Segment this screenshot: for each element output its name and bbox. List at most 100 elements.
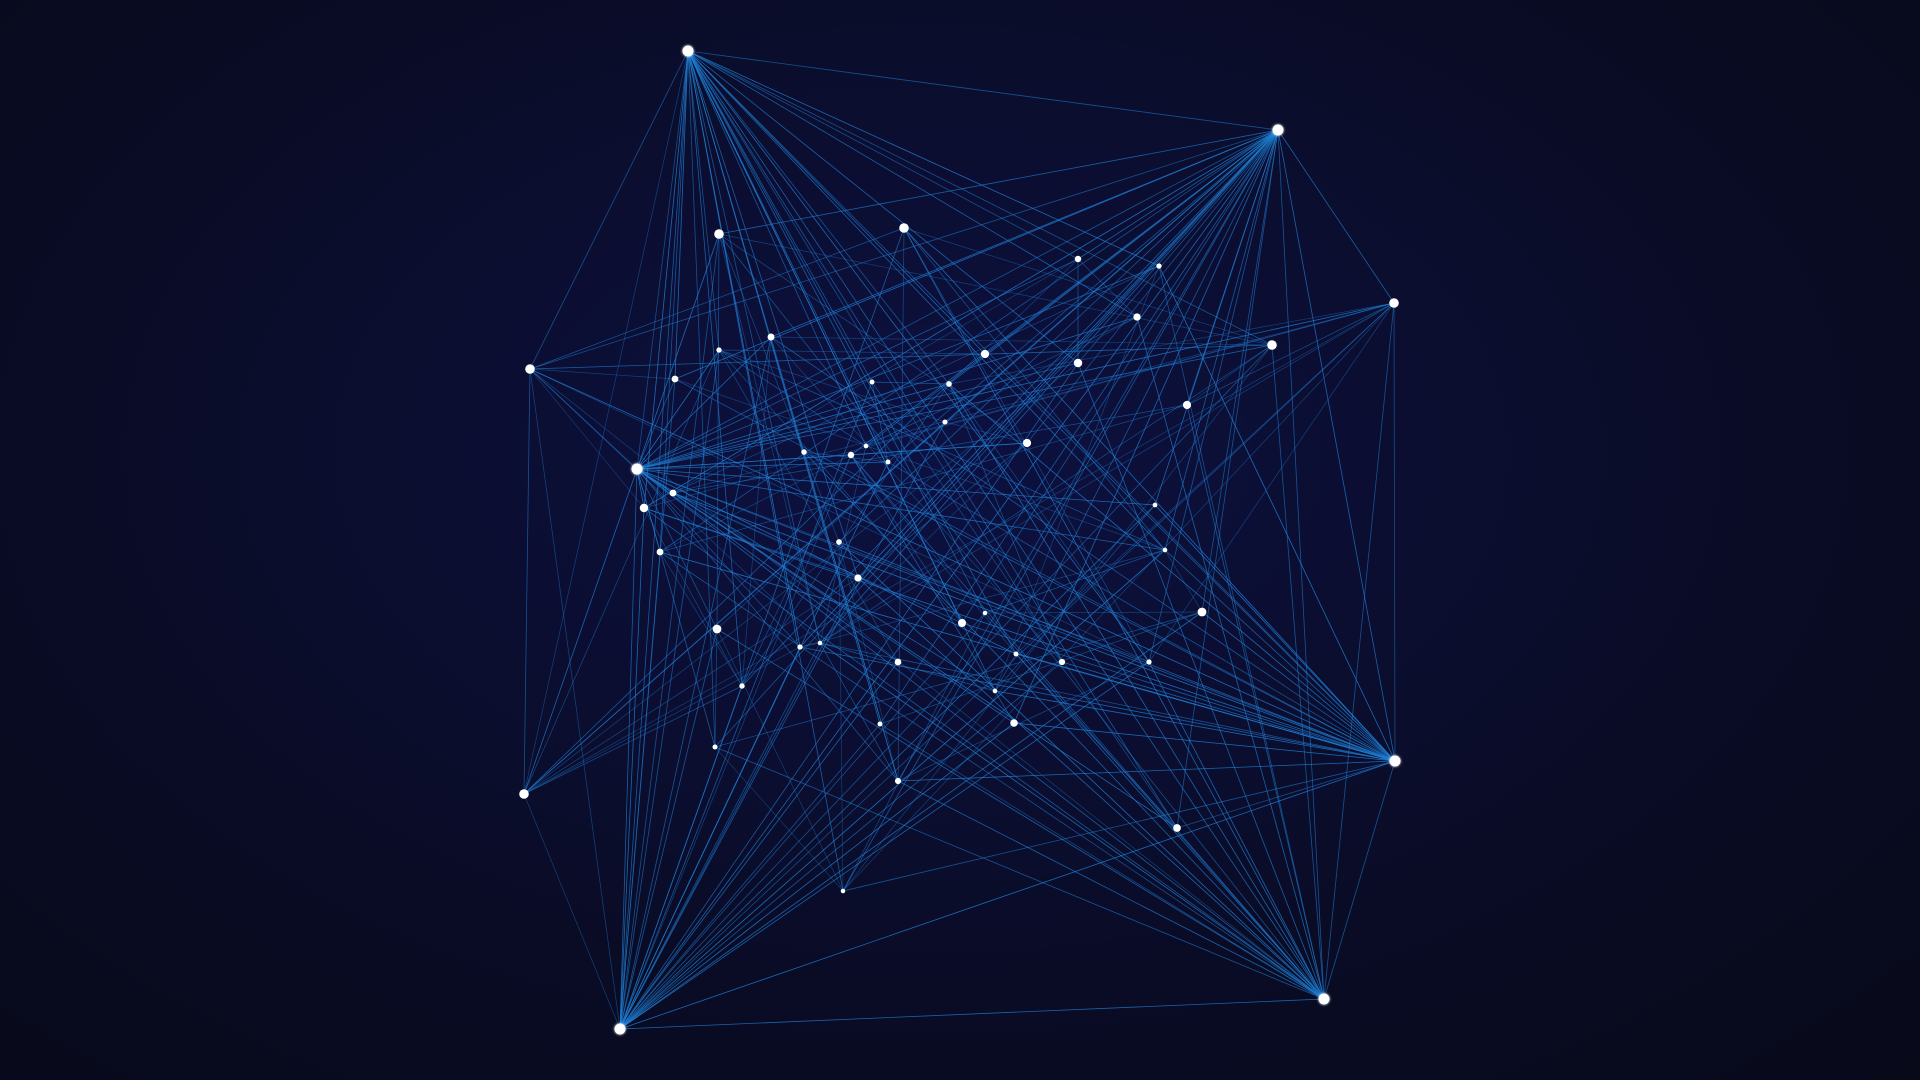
graph-edge <box>643 129 1279 509</box>
graph-edge <box>803 451 1396 762</box>
graph-edge <box>523 362 1079 795</box>
graph-edge <box>718 129 1279 235</box>
graph-edge <box>636 468 801 648</box>
graph-node <box>894 658 902 666</box>
graph-node <box>992 688 998 694</box>
graph-edge <box>636 468 718 630</box>
graph-edge <box>1148 661 1325 1000</box>
graph-edge <box>1026 129 1279 444</box>
graph-edge <box>529 227 905 370</box>
graph-edge <box>636 349 720 470</box>
graph-edge <box>643 507 743 687</box>
graph-node <box>1156 263 1162 269</box>
graph-edge <box>944 316 1138 423</box>
graph-edge <box>636 233 720 470</box>
graph-edge <box>903 227 1396 762</box>
graph-edge <box>838 541 1396 762</box>
graph-node <box>1146 659 1152 665</box>
graph-node <box>885 459 891 465</box>
graph-edge <box>1015 653 1178 829</box>
graph-node <box>519 789 529 799</box>
graph-edge <box>1013 722 1396 762</box>
graph-edge <box>672 404 1188 494</box>
graph-node <box>716 347 722 353</box>
graph-node <box>767 333 775 341</box>
graph-edge <box>636 362 1079 470</box>
graph-edge <box>659 129 1279 553</box>
graph-edge <box>770 336 1063 663</box>
graph-edge <box>619 233 720 1030</box>
graph-edge <box>674 129 1279 380</box>
graph-edge <box>1164 549 1203 613</box>
graph-edge <box>741 336 772 687</box>
graph-edge <box>636 461 889 470</box>
graph-node <box>899 223 909 233</box>
graph-edge <box>674 378 1396 762</box>
graph-edge <box>1164 129 1279 551</box>
graph-edge <box>636 265 1160 470</box>
graph-edge <box>714 746 844 892</box>
graph-node <box>671 375 679 383</box>
graph-edge <box>619 612 986 1030</box>
graph-edge <box>619 381 873 1030</box>
graph-edge <box>879 611 1203 725</box>
graph-edge <box>850 454 996 692</box>
graph-edge <box>523 421 946 795</box>
graph-edge <box>1277 129 1395 304</box>
graph-edge <box>636 468 1017 655</box>
graph-node <box>639 503 649 513</box>
graph-edge <box>523 468 638 795</box>
graph-edge <box>674 378 1166 551</box>
graph-edge <box>636 302 1395 470</box>
graph-edge <box>850 454 963 624</box>
graph-edge <box>529 368 676 380</box>
graph-edge <box>636 468 1396 762</box>
graph-edge <box>718 233 840 543</box>
graph-edge <box>672 492 1396 762</box>
graph-edge <box>529 344 1273 370</box>
graph-edge <box>857 129 1279 579</box>
graph-node <box>1389 298 1399 308</box>
graph-edge <box>619 685 743 1030</box>
graph-edge <box>718 233 1028 444</box>
graph-edge <box>619 507 645 1030</box>
graph-edge <box>1158 265 1325 1000</box>
graph-node <box>1074 255 1082 263</box>
graph-edge <box>803 451 889 463</box>
graph-edge <box>687 50 844 892</box>
graph-edge <box>865 129 1279 447</box>
graph-edge <box>636 468 1150 663</box>
graph-edge <box>636 258 1079 470</box>
graph-edge <box>838 541 844 892</box>
graph-edge <box>619 722 1015 1030</box>
graph-edge <box>523 50 689 795</box>
graph-node <box>669 489 677 497</box>
graph-node <box>525 364 535 374</box>
graph-edge <box>1158 265 1396 762</box>
graph-edge <box>879 723 1325 1000</box>
graph-edge <box>984 549 1166 614</box>
graph-edge <box>1015 302 1395 655</box>
graph-edge <box>897 780 1325 1000</box>
graph-edge <box>643 507 1396 762</box>
graph-edge <box>687 50 1273 346</box>
graph-edge <box>619 642 821 1030</box>
graph-edge <box>687 50 743 687</box>
graph-node <box>1389 755 1401 767</box>
graph-node <box>817 640 823 646</box>
graph-node <box>847 451 855 459</box>
graph-edge <box>523 302 1395 795</box>
graph-edge <box>984 611 1203 614</box>
graph-edge <box>619 646 801 1030</box>
graph-edge <box>619 344 1273 1030</box>
graph-edge <box>636 468 1156 506</box>
graph-edge <box>687 50 1017 655</box>
graph-edge <box>619 549 1166 1030</box>
graph-edge <box>1323 760 1396 1000</box>
graph-edge <box>1061 661 1396 762</box>
graph-edge <box>994 653 1017 692</box>
graph-edge <box>850 454 1017 655</box>
graph-edge <box>619 661 1063 1030</box>
graph-edge <box>643 302 1395 509</box>
